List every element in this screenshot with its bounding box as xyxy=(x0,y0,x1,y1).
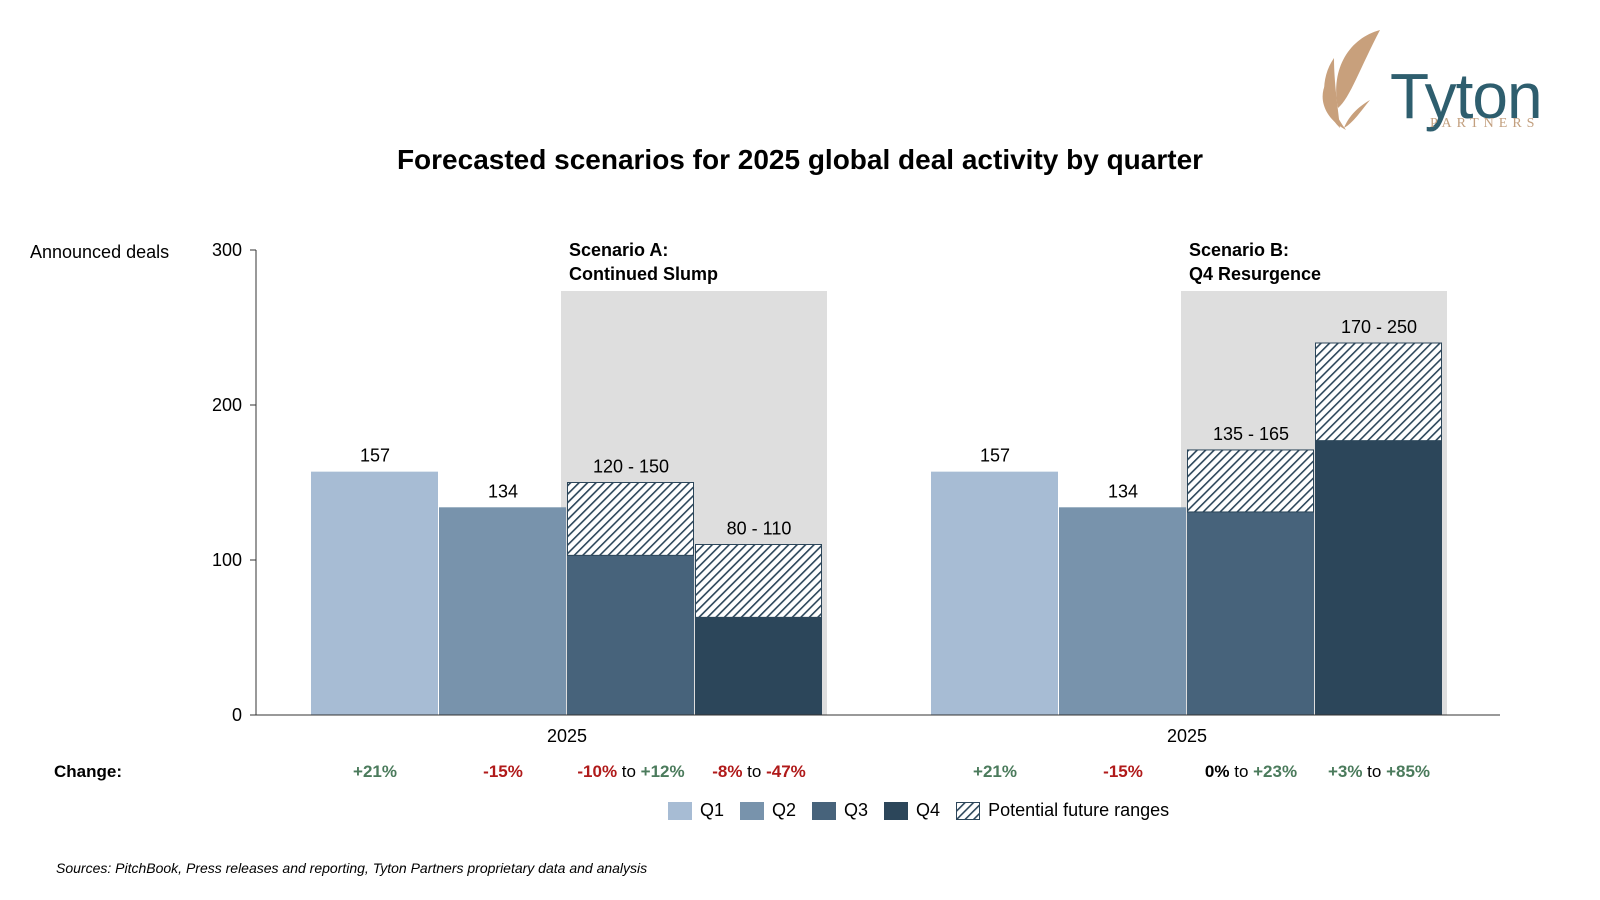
range-bar-q4 xyxy=(695,544,822,618)
legend-swatch xyxy=(956,801,981,820)
legend-label: Q2 xyxy=(772,800,797,820)
change-percent: +23% xyxy=(1253,762,1298,781)
data-label: 170 - 250 xyxy=(1341,317,1417,337)
legend-swatch xyxy=(740,801,765,820)
change-value: +21% xyxy=(973,762,1017,782)
data-label: 134 xyxy=(488,481,518,501)
change-percent: -8% xyxy=(712,762,743,781)
legend-label: Q1 xyxy=(700,800,725,820)
change-percent: -10% xyxy=(577,762,618,781)
change-percent: +3% xyxy=(1327,762,1363,781)
change-percent: 0% xyxy=(1204,762,1230,781)
bar-q3 xyxy=(1187,511,1314,715)
x-tick-label: 2025 xyxy=(1167,726,1207,746)
legend-swatch xyxy=(884,801,909,820)
y-tick-label: 200 xyxy=(212,395,242,415)
legend-swatch xyxy=(812,801,837,820)
change-percent: +21% xyxy=(973,762,1017,781)
bar-q1 xyxy=(311,471,438,715)
change-percent: +12% xyxy=(640,762,685,781)
data-label: 120 - 150 xyxy=(593,457,669,477)
data-label: 134 xyxy=(1108,481,1138,501)
range-bar-q3 xyxy=(567,482,694,556)
y-tick-label: 0 xyxy=(232,705,242,725)
bar-q4 xyxy=(695,617,822,715)
bar-q3 xyxy=(567,555,694,715)
change-percent: +85% xyxy=(1386,762,1431,781)
legend-item: Potential future ranges xyxy=(956,800,1169,821)
change-connector: to xyxy=(742,762,767,781)
data-label: 157 xyxy=(360,446,390,466)
y-tick-label: 300 xyxy=(212,240,242,260)
shell-logo-icon xyxy=(1322,30,1380,130)
change-percent: -15% xyxy=(1103,762,1143,781)
change-percent: -15% xyxy=(483,762,523,781)
data-label: 157 xyxy=(980,446,1010,466)
source-note: Sources: PitchBook, Press releases and r… xyxy=(56,860,648,876)
range-bar-q3 xyxy=(1187,449,1314,513)
company-logo: Tyton PARTNERS xyxy=(1320,28,1570,138)
change-value: -15% xyxy=(1103,762,1143,782)
change-connector: to xyxy=(617,762,641,781)
logo-subtitle: PARTNERS xyxy=(1430,116,1540,131)
scenario-title: Scenario B: xyxy=(1189,240,1289,260)
bar-q1 xyxy=(931,471,1058,715)
legend-item: Q3 xyxy=(812,800,868,821)
legend-item: Q4 xyxy=(884,800,940,821)
scenario-subtitle: Continued Slump xyxy=(569,264,718,284)
change-percent: +21% xyxy=(353,762,397,781)
legend-label: Q3 xyxy=(844,800,869,820)
x-tick-label: 2025 xyxy=(547,726,587,746)
bar-q4 xyxy=(1315,440,1442,715)
change-percent: -47% xyxy=(766,762,806,781)
data-label: 80 - 110 xyxy=(727,519,792,539)
logo-wordmark: Tyton xyxy=(1390,60,1543,132)
legend-item: Q2 xyxy=(740,800,796,821)
legend-item: Q1 xyxy=(668,800,724,821)
change-connector: to xyxy=(1229,762,1254,781)
change-value: +21% xyxy=(353,762,397,782)
legend-label: Potential future ranges xyxy=(988,800,1170,820)
y-tick-label: 100 xyxy=(212,550,242,570)
change-connector: to xyxy=(1362,762,1387,781)
bar-q2 xyxy=(1059,507,1186,715)
data-label: 135 - 165 xyxy=(1213,424,1289,444)
legend-swatch xyxy=(668,801,692,820)
scenario-subtitle: Q4 Resurgence xyxy=(1189,264,1321,284)
chart-title: Forecasted scenarios for 2025 global dea… xyxy=(396,144,1204,175)
change-value: -8% to -47% xyxy=(712,762,806,782)
bar-q2 xyxy=(439,507,566,715)
change-value: -10% to +12% xyxy=(577,762,684,782)
scenario-title: Scenario A: xyxy=(569,240,668,260)
change-label: Change: xyxy=(54,762,122,781)
legend: Q1 Q2 Q3 Q4 Potential future ranges xyxy=(668,800,1185,821)
change-value: -15% xyxy=(483,762,523,782)
range-bar-q4 xyxy=(1315,342,1442,442)
y-axis-label: Announced deals xyxy=(30,242,169,262)
legend-label: Q4 xyxy=(916,800,941,820)
change-value: +3% to +85% xyxy=(1328,762,1430,782)
change-value: 0% to +23% xyxy=(1205,762,1297,782)
